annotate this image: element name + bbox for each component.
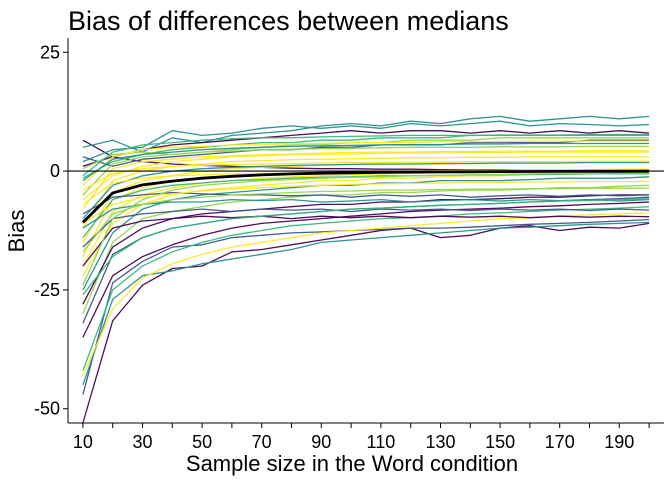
x-tick-label: 130 — [425, 432, 455, 452]
series-line — [82, 218, 650, 395]
series-line — [82, 212, 650, 376]
series-line — [82, 172, 650, 286]
series-line — [82, 115, 650, 153]
series-line — [82, 187, 650, 253]
series-line — [82, 215, 650, 267]
series-line — [82, 145, 650, 196]
series-line — [82, 142, 650, 182]
series-line — [82, 149, 650, 210]
x-tick-label: 10 — [73, 432, 93, 452]
series-line — [82, 160, 650, 191]
x-tick-label: 190 — [604, 432, 634, 452]
x-tick-label: 150 — [485, 432, 515, 452]
x-tick-label: 70 — [252, 432, 272, 452]
series-line — [82, 120, 650, 163]
x-axis-label: Sample size in the Word condition — [186, 451, 518, 476]
x-tick-label: 110 — [367, 432, 396, 452]
chart-title: Bias of differences between medians — [68, 6, 509, 36]
mean-line-layer — [81, 169, 650, 224]
series-line — [82, 198, 650, 229]
series-lines — [82, 115, 650, 424]
y-tick-label: -25 — [34, 280, 60, 300]
series-line — [82, 130, 650, 167]
y-tick-label: -50 — [34, 399, 60, 419]
y-axis-label: Bias — [4, 210, 29, 253]
x-tick-label: 90 — [311, 432, 331, 452]
series-line — [82, 140, 650, 186]
series-line — [82, 139, 650, 167]
x-tick-label: 170 — [545, 432, 575, 452]
series-line — [82, 222, 650, 424]
series-line — [82, 133, 650, 177]
y-tick-label: 25 — [40, 42, 60, 62]
series-line — [82, 151, 650, 201]
x-tick-label: 50 — [192, 432, 212, 452]
axes: 10 30 50 70 90 110 130 150 170 190 25 0 -25 -50 — [34, 38, 664, 452]
series-line — [82, 198, 650, 296]
y-tick-label: 0 — [50, 161, 60, 181]
series-line — [82, 201, 650, 338]
x-tick-label: 30 — [132, 432, 152, 452]
series-line — [82, 208, 650, 248]
series-line — [82, 173, 650, 239]
series-line — [82, 221, 650, 386]
series-line — [82, 191, 650, 215]
series-line — [82, 206, 650, 371]
series-line — [82, 180, 650, 224]
mean-bias-line — [81, 169, 650, 224]
